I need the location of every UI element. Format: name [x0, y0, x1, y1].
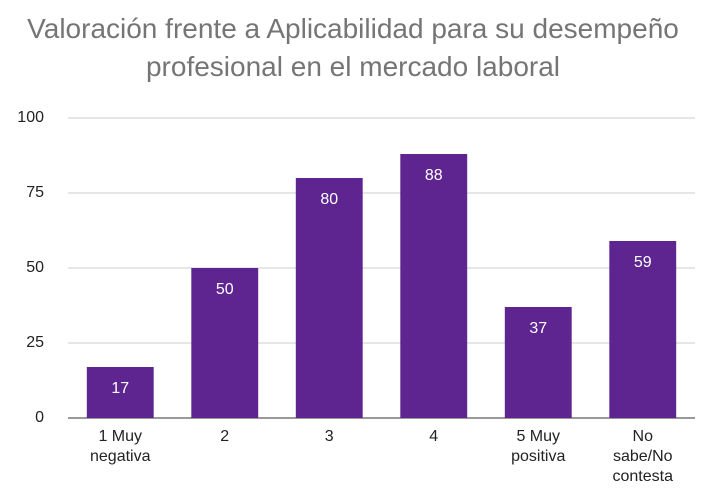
- value-label: 50: [216, 281, 234, 298]
- value-label: 59: [634, 254, 652, 271]
- y-tick-label: 0: [35, 409, 44, 426]
- bar: [86, 367, 154, 418]
- bar: [504, 307, 572, 418]
- value-label: 88: [425, 167, 443, 184]
- x-tick-label: 2: [220, 428, 230, 445]
- x-tick-label: 5 Muy positiva: [511, 428, 566, 465]
- x-tick-label: 3: [324, 428, 334, 445]
- y-tick-label: 50: [26, 259, 44, 276]
- y-tick-label: 100: [17, 109, 44, 126]
- y-tick-label: 75: [26, 184, 44, 201]
- bar: [400, 154, 468, 418]
- bar: [295, 178, 363, 418]
- x-tick-label: No sabe/No contesta: [612, 428, 673, 485]
- x-tick-label: 1 Muy negativa: [90, 428, 151, 465]
- value-label: 80: [320, 191, 338, 208]
- x-tick-label: 4: [429, 428, 439, 445]
- bar: [191, 268, 259, 418]
- bar: [609, 241, 677, 418]
- value-label: 17: [111, 380, 129, 397]
- chart-title: Valoración frente a Aplicabilidad para s…: [27, 13, 679, 82]
- y-tick-label: 25: [26, 334, 44, 351]
- value-label: 37: [529, 320, 547, 337]
